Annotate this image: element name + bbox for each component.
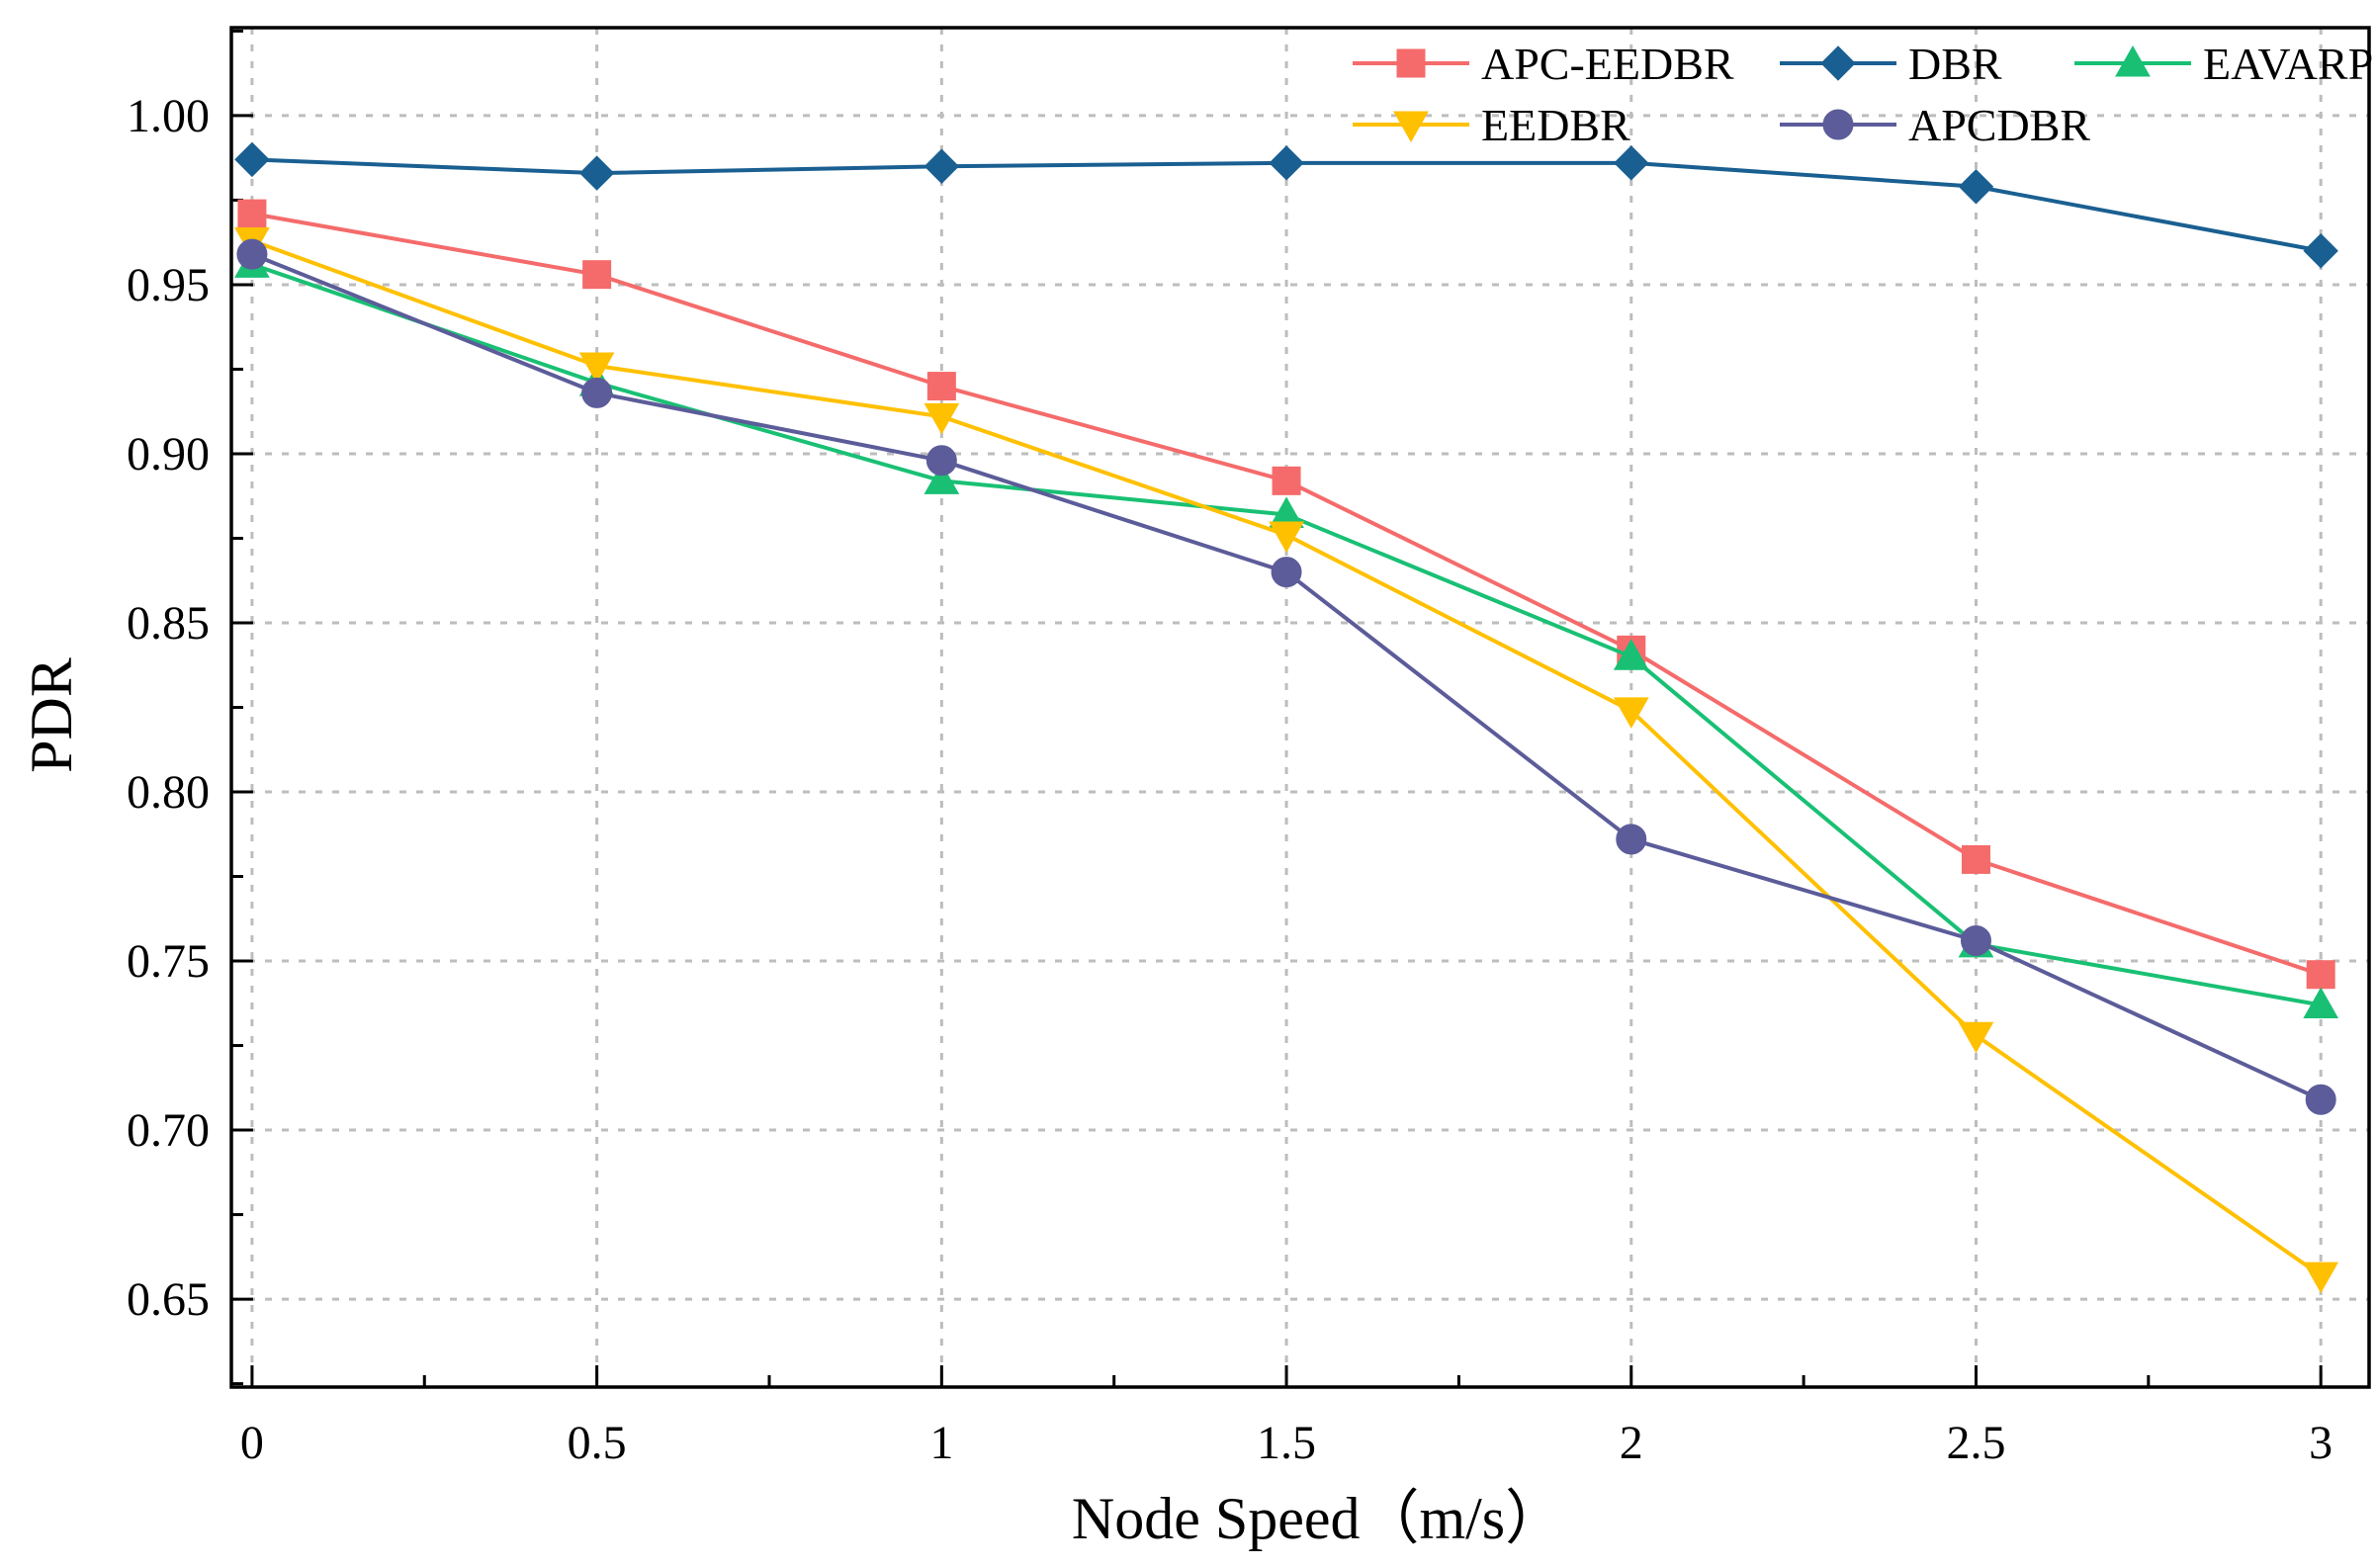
data-point-eedbr bbox=[1613, 697, 1649, 729]
plot-frame bbox=[229, 26, 2371, 1389]
series-dbr bbox=[234, 141, 2338, 269]
data-point-dbr bbox=[1269, 145, 1304, 181]
series-line-apc-eedbr bbox=[251, 212, 2322, 977]
y-tick-label: 0.75 bbox=[127, 935, 210, 988]
data-point-dbr bbox=[2303, 233, 2338, 269]
legend-marker-dbr bbox=[1820, 45, 1856, 81]
legend-label: APCDBR bbox=[1908, 100, 2090, 150]
y-tick-label: 0.85 bbox=[127, 597, 210, 650]
y-axis-title: PDR bbox=[19, 657, 84, 773]
data-point-apc-eedbr bbox=[1961, 844, 1990, 874]
data-point-dbr bbox=[1958, 169, 1994, 205]
x-tick-label: 2.5 bbox=[1946, 1417, 2005, 1469]
series-layer bbox=[234, 141, 2339, 1294]
y-tick-label: 1.00 bbox=[127, 90, 210, 142]
data-point-eavarp bbox=[924, 463, 960, 494]
data-point-eavarp bbox=[2303, 987, 2339, 1018]
data-point-apc-eedbr bbox=[2306, 960, 2335, 990]
legend-label: DBR bbox=[1908, 39, 2002, 89]
legend-marker-apcdbr bbox=[1822, 109, 1854, 140]
data-point-eavarp bbox=[1613, 639, 1649, 670]
legend-item-eedbr: EEDBR bbox=[1353, 100, 1630, 150]
x-tick-label: 1.5 bbox=[1257, 1417, 1316, 1469]
legend: APC-EEDBR DBR EAVARP EEDBR APCDBR bbox=[1353, 39, 2373, 150]
x-tick-label: 0.5 bbox=[568, 1417, 627, 1469]
grid-lines bbox=[231, 28, 2369, 1387]
data-point-apc-eedbr bbox=[237, 199, 267, 228]
y-tick-label: 0.80 bbox=[127, 766, 210, 819]
legend-item-apc-eedbr: APC-EEDBR bbox=[1353, 39, 1734, 89]
legend-item-apcdbr: APCDBR bbox=[1780, 100, 2090, 150]
data-point-dbr bbox=[234, 141, 270, 178]
data-point-apcdbr bbox=[581, 377, 613, 408]
legend-marker-apc-eedbr bbox=[1396, 48, 1426, 78]
data-point-apcdbr bbox=[925, 445, 957, 477]
data-point-apcdbr bbox=[1960, 925, 1991, 957]
axis-ticks bbox=[231, 29, 2323, 1387]
data-point-apc-eedbr bbox=[582, 260, 612, 290]
data-point-eedbr bbox=[924, 402, 960, 435]
data-point-apcdbr bbox=[236, 238, 268, 270]
y-tick-label: 0.70 bbox=[127, 1104, 210, 1157]
y-tick-label: 0.65 bbox=[127, 1273, 210, 1326]
x-tick-label: 2 bbox=[1620, 1417, 1643, 1469]
data-point-dbr bbox=[1614, 145, 1649, 181]
y-tick-labels: 0.65 0.70 0.75 0.80 0.85 0.90 0.95 1.00 bbox=[127, 90, 210, 1326]
data-point-apcdbr bbox=[2305, 1084, 2336, 1115]
x-tick-label: 1 bbox=[929, 1417, 953, 1469]
data-point-apcdbr bbox=[1616, 824, 1647, 855]
x-tick-label: 3 bbox=[2309, 1417, 2333, 1469]
y-tick-label: 0.90 bbox=[127, 428, 210, 480]
data-point-dbr bbox=[924, 148, 960, 184]
data-point-apc-eedbr bbox=[1272, 466, 1301, 495]
legend-marker-eedbr bbox=[1393, 111, 1429, 143]
data-point-dbr bbox=[578, 155, 615, 191]
data-point-eedbr bbox=[1958, 1021, 1994, 1054]
series-apcdbr bbox=[236, 238, 2336, 1115]
legend-item-dbr: DBR bbox=[1780, 39, 2002, 89]
y-tick-label: 0.95 bbox=[127, 259, 210, 311]
x-axis-title: Node Speed（m/s） bbox=[1072, 1486, 1564, 1551]
data-point-apcdbr bbox=[1271, 557, 1302, 588]
x-tick-labels: 0 0.5 1 1.5 2 2.5 3 bbox=[240, 1417, 2333, 1469]
legend-item-eavarp: EAVARP bbox=[2074, 39, 2373, 89]
x-tick-label: 0 bbox=[240, 1417, 264, 1469]
data-point-eedbr bbox=[578, 352, 615, 385]
data-point-apc-eedbr bbox=[926, 372, 956, 401]
legend-marker-eavarp bbox=[2115, 44, 2151, 77]
data-point-eedbr bbox=[2303, 1262, 2339, 1294]
legend-label: EAVARP bbox=[2203, 39, 2373, 89]
series-apc-eedbr bbox=[237, 199, 2335, 990]
data-point-eedbr bbox=[1269, 521, 1304, 554]
legend-label: APC-EEDBR bbox=[1481, 39, 1734, 89]
legend-label: EEDBR bbox=[1481, 100, 1630, 150]
